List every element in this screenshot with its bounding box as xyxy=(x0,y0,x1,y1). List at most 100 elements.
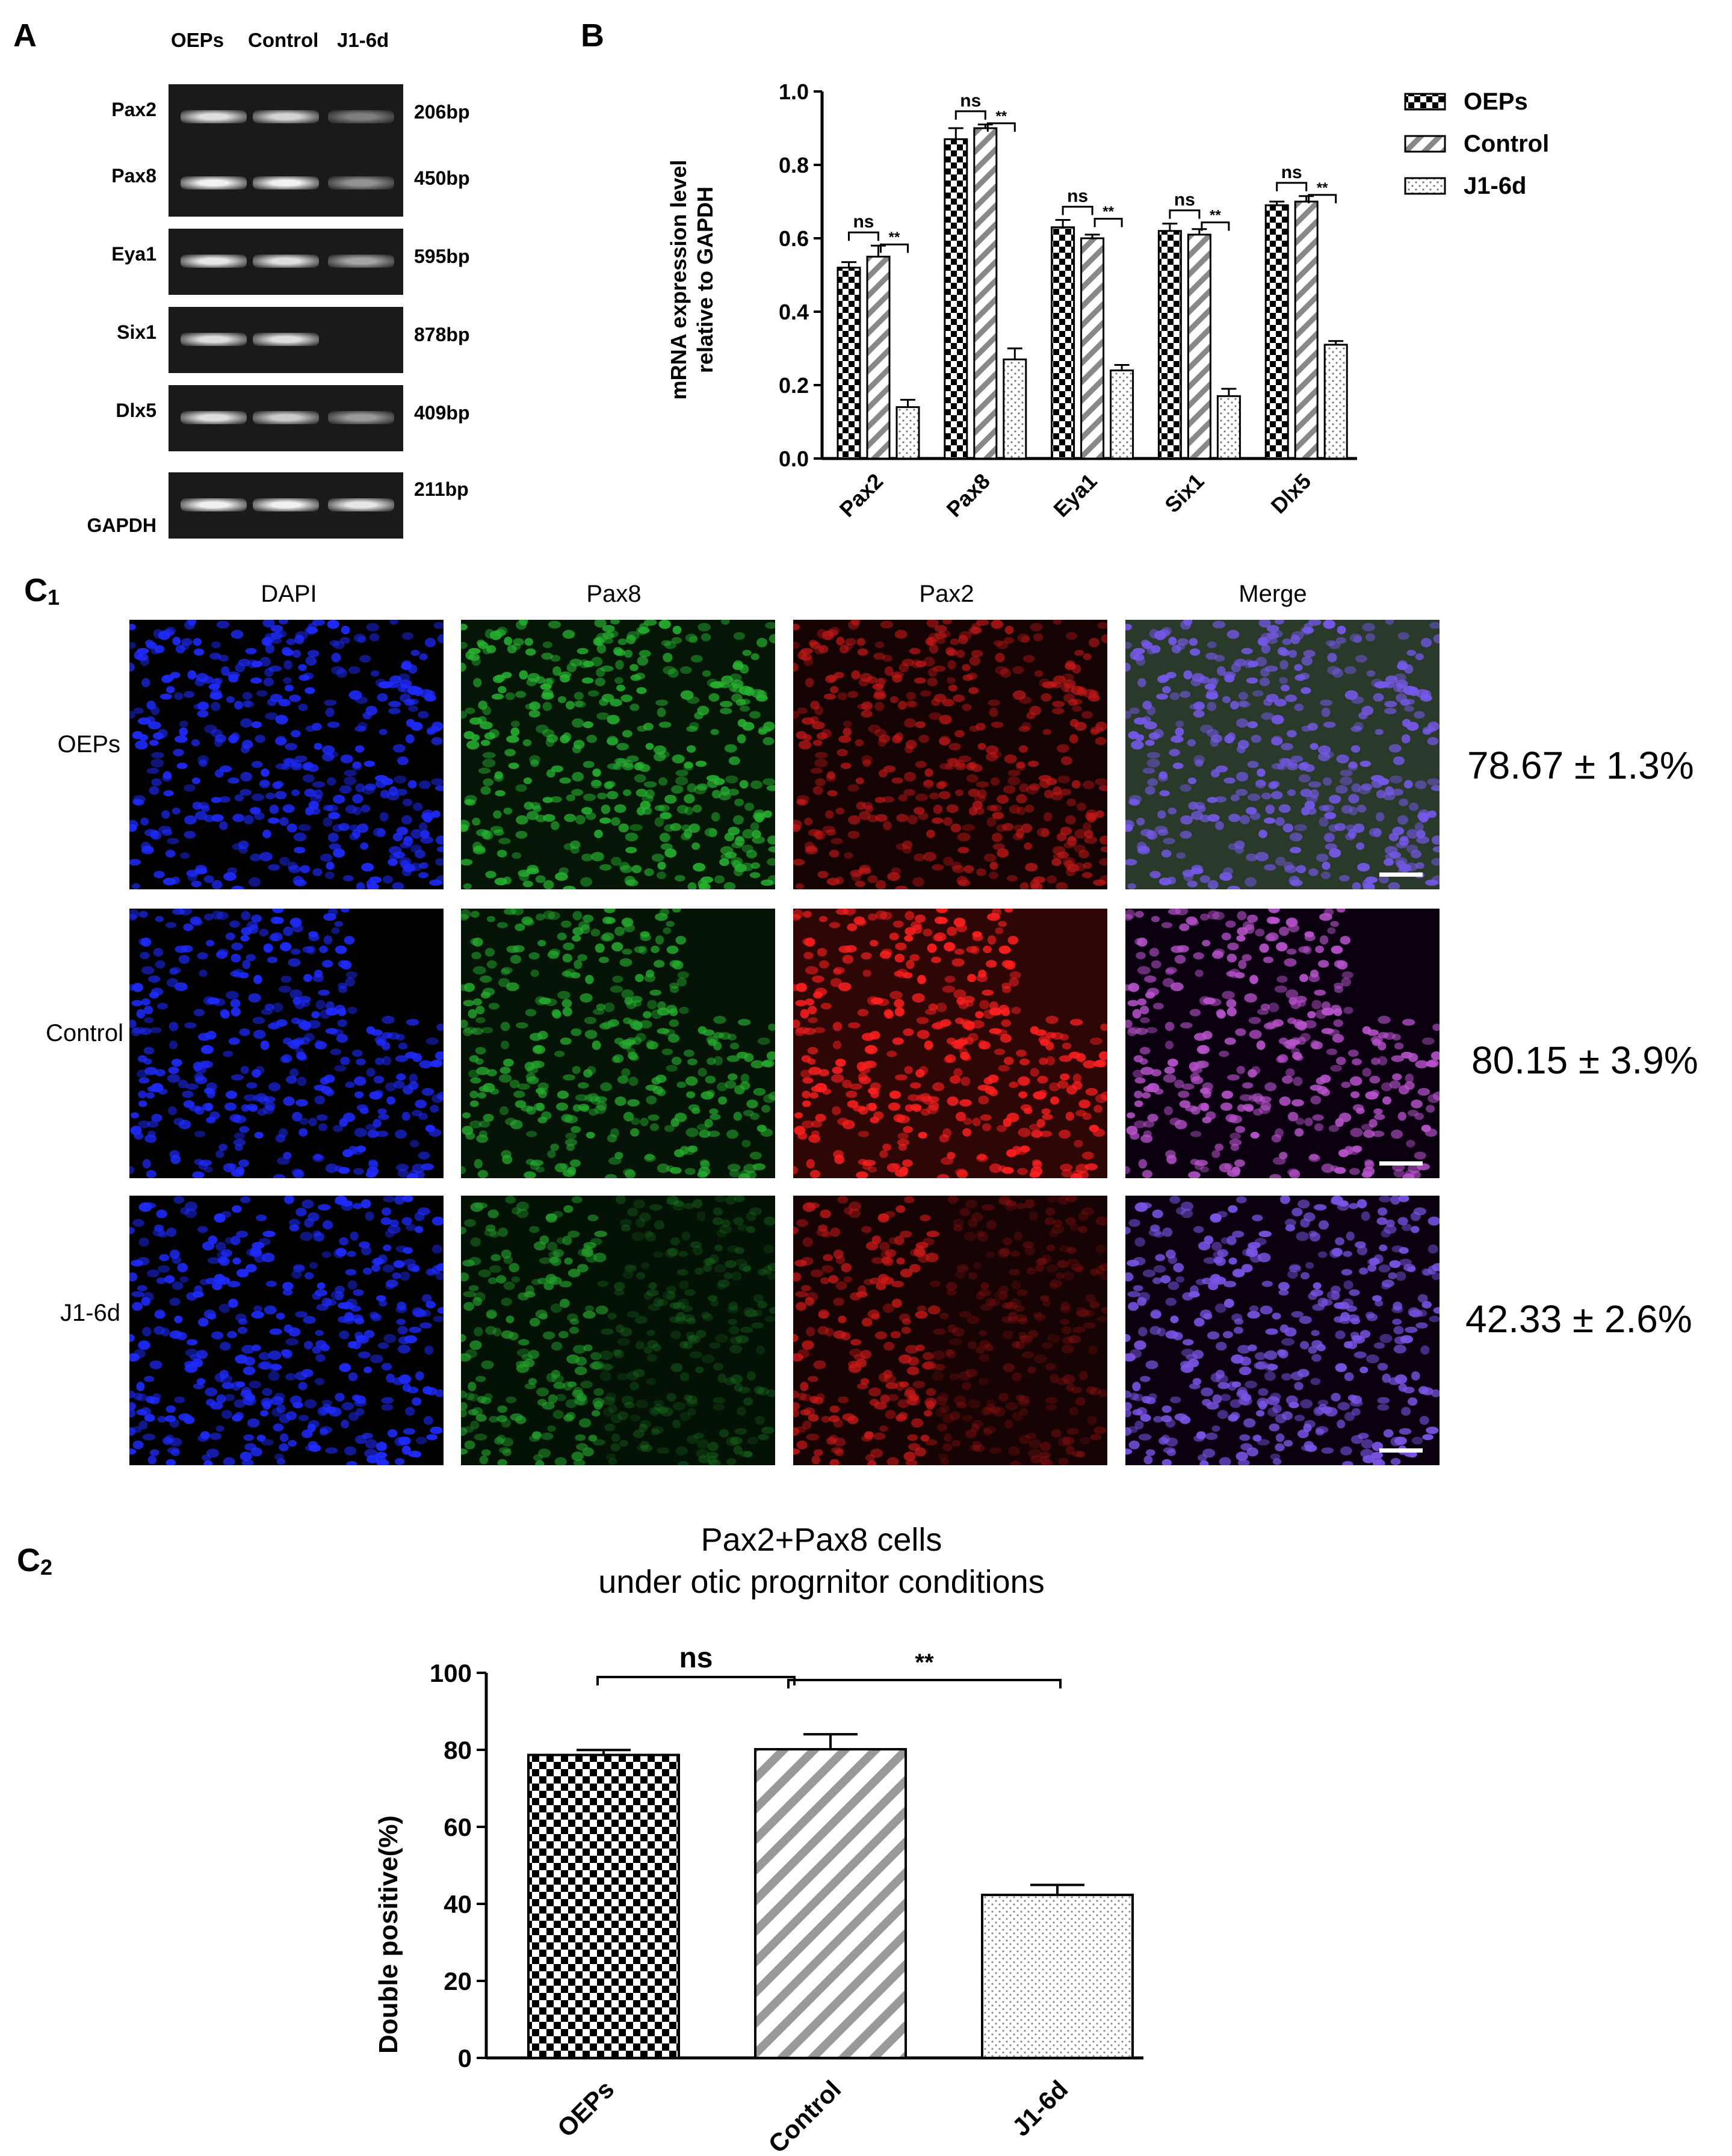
if-nucleus xyxy=(1072,705,1082,712)
if-nucleus xyxy=(721,675,734,684)
if-nucleus xyxy=(632,1021,643,1031)
if-nucleus xyxy=(474,1327,483,1337)
if-nucleus xyxy=(664,848,677,858)
if-nucleus xyxy=(326,750,338,758)
if-nucleus xyxy=(1226,953,1237,963)
if-nucleus xyxy=(725,1080,737,1089)
if-nucleus xyxy=(1245,877,1257,887)
if-nucleus xyxy=(411,1110,423,1117)
if-nucleus xyxy=(170,1154,181,1164)
if-nucleus xyxy=(343,875,354,882)
if-nucleus xyxy=(1286,730,1297,738)
if-nucleus xyxy=(699,1129,711,1138)
if-nucleus xyxy=(388,700,401,708)
if-nucleus xyxy=(1010,1250,1020,1257)
if-nucleus xyxy=(950,638,960,645)
if-nucleus xyxy=(861,952,872,960)
if-nucleus xyxy=(175,735,188,743)
if-nucleus xyxy=(1284,958,1297,967)
if-nucleus xyxy=(1012,690,1026,700)
if-nucleus xyxy=(632,1429,645,1439)
if-nucleus xyxy=(605,1453,616,1460)
if-nucleus xyxy=(481,1449,491,1456)
if-nucleus xyxy=(909,647,921,655)
if-nucleus xyxy=(1168,1255,1178,1264)
if-nucleus xyxy=(500,1040,510,1049)
if-nucleus xyxy=(1187,919,1199,926)
if-nucleus xyxy=(718,1096,727,1105)
if-nucleus xyxy=(1272,1404,1282,1413)
if-nucleus xyxy=(1234,658,1247,667)
if-nucleus xyxy=(290,918,301,925)
if-nucleus xyxy=(312,868,323,877)
if-nucleus xyxy=(1226,1169,1240,1177)
if-image-control-merge xyxy=(1125,909,1440,1178)
if-nucleus xyxy=(711,812,720,822)
if-nucleus xyxy=(869,1277,880,1285)
if-nucleus xyxy=(134,1349,146,1359)
if-nucleus xyxy=(623,1111,634,1122)
if-nucleus xyxy=(494,1437,504,1445)
if-nucleus xyxy=(896,814,908,823)
if-nucleus xyxy=(1349,1400,1363,1407)
if-nucleus xyxy=(835,1058,846,1067)
if-nucleus xyxy=(590,779,602,789)
if-nucleus xyxy=(376,1131,389,1137)
if-nucleus xyxy=(436,1262,444,1271)
if-nucleus xyxy=(622,948,632,955)
if-nucleus xyxy=(197,1317,209,1327)
if-nucleus xyxy=(1391,1129,1403,1139)
if-nucleus xyxy=(1001,1019,1012,1027)
if-nucleus xyxy=(561,1114,573,1123)
if-nucleus xyxy=(551,1370,561,1379)
if-nucleus xyxy=(1075,1451,1085,1458)
if-nucleus xyxy=(704,1257,716,1265)
if-nucleus xyxy=(894,629,908,639)
if-nucleus xyxy=(1016,794,1027,804)
if-nucleus xyxy=(1041,1459,1053,1465)
if-image-j1-6d-pax2 xyxy=(793,1196,1107,1465)
if-nucleus xyxy=(261,1439,274,1446)
if-nucleus xyxy=(752,830,761,839)
if-nucleus xyxy=(1282,823,1294,833)
if-nucleus xyxy=(657,1406,669,1414)
if-nucleus xyxy=(471,656,481,666)
if-nucleus xyxy=(832,1022,843,1031)
if-nucleus xyxy=(401,632,414,640)
if-nucleus xyxy=(1151,916,1160,922)
if-nucleus xyxy=(913,807,925,815)
if-nucleus xyxy=(1025,863,1038,872)
if-nucleus xyxy=(738,1386,750,1394)
if-nucleus xyxy=(611,856,622,866)
if-nucleus xyxy=(348,666,360,675)
if-nucleus xyxy=(1143,1455,1153,1465)
if-nucleus xyxy=(882,1143,892,1151)
if-nucleus xyxy=(1269,1423,1280,1432)
if-nucleus xyxy=(1152,1209,1163,1219)
if-nucleus xyxy=(697,623,711,632)
if-nucleus xyxy=(808,1067,822,1075)
if-nucleus xyxy=(486,960,497,969)
if-nucleus xyxy=(366,1026,376,1034)
if-nucleus xyxy=(636,1218,646,1228)
if-nucleus xyxy=(950,823,962,833)
if-nucleus xyxy=(525,703,536,710)
if-nucleus xyxy=(144,1067,158,1075)
if-nucleus xyxy=(1149,948,1160,957)
if-nucleus xyxy=(675,1316,687,1324)
if-nucleus xyxy=(849,1348,862,1357)
if-nucleus xyxy=(528,709,540,718)
if-nucleus xyxy=(236,1231,249,1238)
if-nucleus xyxy=(1335,1057,1346,1065)
if-nucleus xyxy=(903,1028,914,1036)
if-nucleus xyxy=(1248,1016,1261,1024)
if-nucleus xyxy=(614,1037,624,1045)
if-nucleus xyxy=(1069,718,1079,727)
if-nucleus xyxy=(461,1333,466,1342)
if-nucleus xyxy=(1072,1326,1086,1333)
if-nucleus xyxy=(654,817,664,827)
if-nucleus xyxy=(1140,1005,1149,1015)
if-nucleus xyxy=(138,910,148,918)
if-nucleus xyxy=(1095,1216,1107,1226)
if-nucleus xyxy=(803,656,814,666)
